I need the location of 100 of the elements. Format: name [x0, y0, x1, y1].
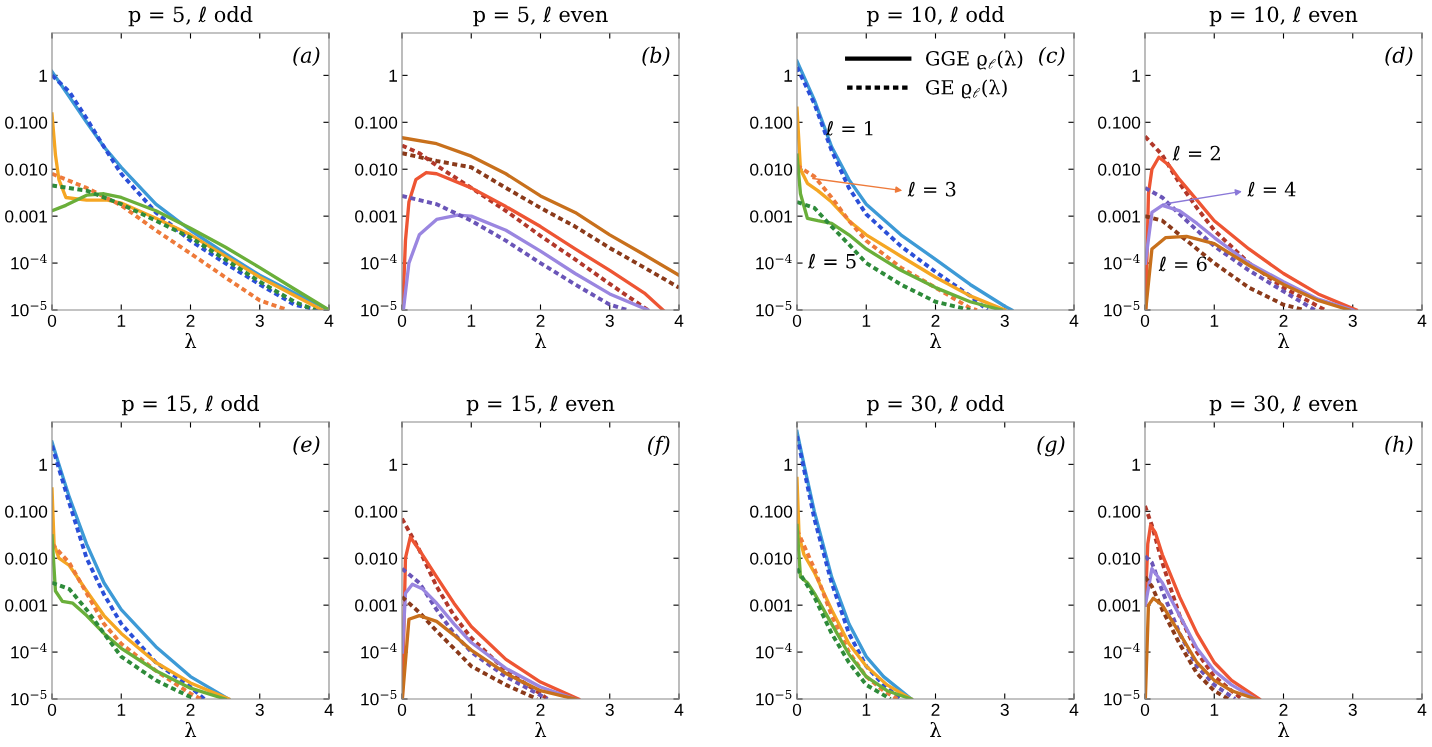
y-tick-label: 0.010 — [1098, 552, 1141, 565]
y-tick-label: 0.100 — [355, 116, 398, 129]
annotation: (b) — [642, 46, 670, 66]
annotation: (f) — [648, 435, 670, 457]
y-tick-label: 0.100 — [5, 116, 48, 129]
annotation: (d) — [1385, 46, 1413, 66]
x-tick-label: 4 — [324, 314, 334, 327]
y-tick-label: 0.001 — [1098, 210, 1140, 223]
y-tick-label: 10$^{−5}$ — [1104, 690, 1140, 706]
x-tick-label: 4 — [674, 703, 684, 716]
y-tick-label: 10$^{−4}$ — [361, 253, 397, 270]
y-tick-label: 10$^{−5}$ — [11, 301, 47, 317]
y-tick-label: 0.010 — [355, 552, 398, 565]
y-tick-label: 0.010 — [750, 163, 793, 176]
y-tick-label: 0.001 — [5, 599, 47, 612]
x-axis-title: λ — [930, 333, 942, 348]
chart-title: p = 10, ℓ odd — [866, 6, 1005, 27]
x-axis-title: λ — [535, 333, 547, 348]
y-tick-label: 10$^{−4}$ — [1104, 642, 1140, 659]
x-tick-label: 2 — [1279, 703, 1288, 716]
y-tick-label: 0.100 — [750, 116, 793, 129]
x-tick-label: 2 — [1279, 314, 1288, 327]
chart-title: p = 15, ℓ odd — [121, 395, 260, 416]
annotation: ℓ = 1 — [825, 120, 873, 136]
x-tick-label: 1 — [1210, 314, 1219, 327]
x-tick-label: 4 — [674, 314, 684, 327]
x-tick-label: 2 — [186, 703, 195, 716]
x-tick-label: 2 — [931, 314, 940, 327]
y-tick-label: 10$^{−4}$ — [11, 642, 47, 659]
y-tick-label: 0.010 — [5, 163, 48, 176]
y-tick-label: 10$^{−4}$ — [361, 642, 397, 659]
x-tick-label: 1 — [1210, 703, 1219, 716]
y-tick-label: 10$^{−5}$ — [11, 690, 47, 706]
y-tick-label: 0.001 — [750, 210, 792, 223]
chart-title: p = 5, ℓ odd — [128, 6, 253, 27]
annotation: (g) — [1037, 435, 1065, 457]
x-tick-label: 1 — [467, 314, 476, 327]
y-tick-label: 0.100 — [355, 505, 398, 518]
x-tick-label: 2 — [186, 314, 195, 327]
annotation: ℓ = 4 — [1247, 181, 1296, 197]
y-tick-label: 10$^{−5}$ — [1104, 301, 1140, 317]
annotation: ℓ = 5 — [807, 253, 856, 269]
y-tick-label: 0.001 — [5, 210, 47, 223]
y-tick-label: 1 — [784, 69, 792, 82]
x-tick-label: 3 — [1348, 703, 1357, 716]
x-tick-label: 4 — [1069, 703, 1079, 716]
annotation: ℓ = 3 — [907, 181, 956, 197]
x-axis-title: λ — [930, 722, 942, 737]
x-tick-label: 3 — [605, 314, 614, 327]
y-tick-label: 1 — [1132, 458, 1140, 471]
x-axis-title: λ — [535, 722, 547, 737]
annotation: (a) — [293, 46, 320, 66]
chart-title: p = 10, ℓ even — [1209, 6, 1358, 27]
y-tick-label: 0.001 — [355, 210, 397, 223]
x-tick-label: 0 — [1140, 703, 1150, 716]
x-tick-label: 4 — [1069, 314, 1079, 327]
x-tick-label: 0 — [47, 703, 57, 716]
x-tick-label: 0 — [397, 703, 407, 716]
x-tick-label: 3 — [1348, 314, 1357, 327]
x-tick-label: 3 — [1000, 703, 1009, 716]
y-tick-label: 1 — [389, 69, 397, 82]
y-tick-label: 10$^{−5}$ — [756, 690, 792, 706]
x-tick-label: 0 — [792, 703, 802, 716]
x-tick-label: 3 — [1000, 314, 1009, 327]
x-tick-label: 1 — [117, 703, 126, 716]
legend-label: GGE ϱ$_{ℓ}$(λ) — [925, 50, 1023, 70]
y-tick-label: 0.010 — [5, 552, 48, 565]
y-tick-label: 1 — [39, 458, 47, 471]
x-tick-label: 1 — [862, 703, 871, 716]
y-tick-label: 1 — [784, 458, 792, 471]
y-tick-label: 0.010 — [355, 163, 398, 176]
chart-title: p = 15, ℓ even — [466, 395, 615, 416]
x-axis-title: λ — [1278, 722, 1290, 737]
y-tick-label: 0.100 — [750, 505, 793, 518]
x-axis-title: λ — [185, 333, 197, 348]
x-tick-label: 0 — [397, 314, 407, 327]
x-tick-label: 2 — [931, 703, 940, 716]
x-tick-label: 3 — [255, 314, 264, 327]
y-tick-label: 0.100 — [1098, 116, 1141, 129]
y-tick-label: 10$^{−5}$ — [361, 690, 397, 706]
annotation: (c) — [1039, 46, 1065, 66]
y-tick-label: 0.100 — [1098, 505, 1141, 518]
y-tick-label: 1 — [389, 458, 397, 471]
y-tick-label: 0.001 — [355, 599, 397, 612]
annotation: (e) — [293, 435, 320, 455]
y-tick-label: 0.001 — [750, 599, 792, 612]
y-tick-label: 1 — [1132, 69, 1140, 82]
y-tick-label: 0.010 — [1098, 163, 1141, 176]
y-tick-label: 10$^{−4}$ — [1104, 253, 1140, 270]
y-tick-label: 10$^{−4}$ — [11, 253, 47, 270]
x-tick-label: 3 — [605, 703, 614, 716]
annotation: ℓ = 2 — [1172, 145, 1220, 161]
x-tick-label: 0 — [1140, 314, 1150, 327]
x-tick-label: 2 — [536, 314, 545, 327]
x-tick-label: 1 — [117, 314, 126, 327]
x-tick-label: 4 — [324, 703, 334, 716]
x-tick-label: 1 — [862, 314, 871, 327]
y-tick-label: 10$^{−5}$ — [756, 301, 792, 317]
chart-title: p = 5, ℓ even — [473, 6, 608, 27]
y-tick-label: 0.100 — [5, 505, 48, 518]
